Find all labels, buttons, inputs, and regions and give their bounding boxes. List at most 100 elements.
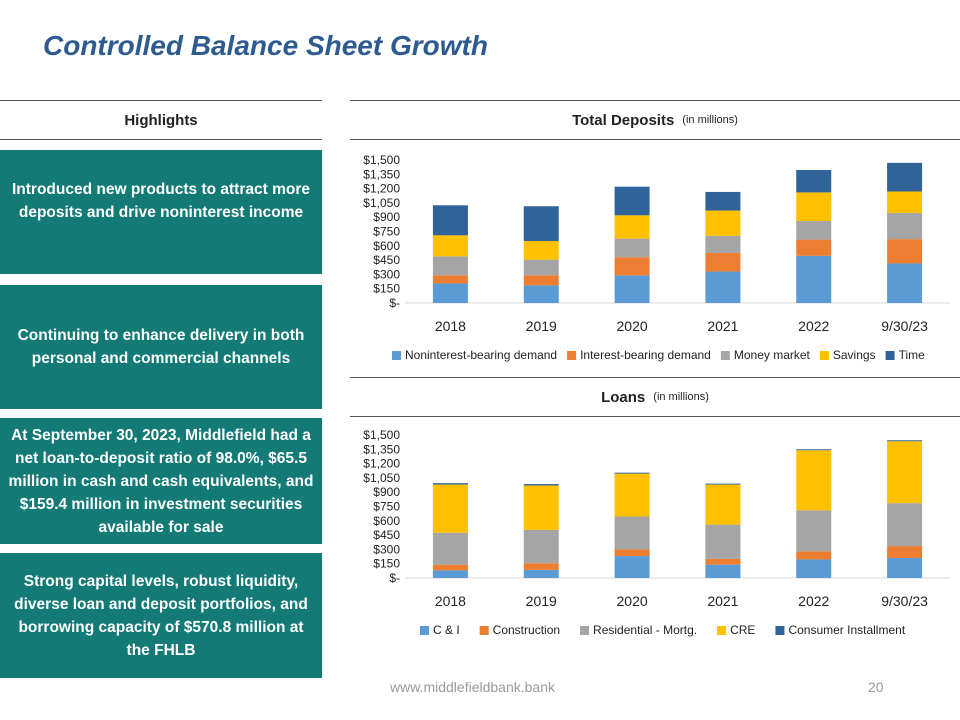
loans-legend-swatch [775, 626, 785, 635]
deposits-legend-label: Savings [833, 348, 876, 362]
loans-bar-c-i [614, 556, 650, 578]
loans-ytick-label: $750 [373, 500, 400, 514]
deposits-chart-subtitle: (in millions) [682, 114, 738, 126]
loans-bar-consumer-installment [523, 484, 559, 486]
loans-bar-residential-mortg- [796, 510, 832, 552]
deposits-legend-label: Interest-bearing demand [580, 348, 711, 362]
deposits-category-label: 2021 [707, 318, 738, 334]
loans-ytick-label: $300 [373, 542, 400, 556]
deposits-bar-money-market [523, 259, 559, 276]
loans-bar-construction [887, 546, 923, 558]
deposits-bar-time [887, 162, 923, 192]
loans-bar-cre [887, 441, 923, 504]
deposits-bar-interest-bearing-demand [523, 275, 559, 286]
deposits-ytick-label: $900 [373, 210, 400, 224]
deposits-legend-swatch [885, 351, 895, 360]
deposits-ytick-label: $- [389, 296, 400, 310]
deposits-bar-noninterest-bearing-demand [614, 275, 650, 303]
deposits-ytick-label: $1,050 [363, 196, 400, 210]
loans-bar-c-i [796, 559, 832, 578]
deposits-ytick-label: $300 [373, 267, 400, 281]
deposits-chart-title: Total Deposits [572, 111, 675, 129]
loans-bar-cre [432, 484, 468, 533]
page-title: Controlled Balance Sheet Growth [43, 30, 488, 61]
loans-bar-cre [796, 450, 832, 511]
loans-ytick-label: $150 [373, 557, 400, 571]
loans-bar-c-i [432, 570, 468, 578]
deposits-bar-noninterest-bearing-demand [796, 255, 832, 303]
loans-bar-c-i [523, 569, 559, 578]
deposits-bar-money-market [432, 256, 468, 276]
deposits-bar-interest-bearing-demand [614, 257, 650, 276]
footer-url[interactable]: www.middlefieldbank.bank [390, 679, 555, 695]
loans-legend-label: CRE [730, 623, 755, 637]
deposits-legend-label: Money market [734, 348, 811, 362]
deposits-ytick-label: $150 [373, 282, 400, 296]
loans-category-label: 2020 [617, 593, 648, 609]
loans-bar-consumer-installment [432, 483, 468, 485]
deposits-legend-swatch [819, 351, 829, 360]
deposits-ytick-label: $600 [373, 239, 400, 253]
loans-bar-construction [705, 558, 741, 565]
deposits-category-label: 2018 [435, 318, 466, 334]
deposits-bar-interest-bearing-demand [796, 239, 832, 256]
loans-ytick-label: $- [389, 571, 400, 585]
loans-chart-title: Loans [601, 388, 646, 406]
deposits-chart: $-$150$300$450$600$750$900$1,050$1,200$1… [363, 153, 950, 362]
highlight-box-3: At September 30, 2023, Middlefield had a… [0, 418, 322, 544]
deposits-ytick-label: $450 [373, 253, 400, 267]
deposits-legend-label: Noninterest-bearing demand [405, 348, 557, 362]
deposits-bar-noninterest-bearing-demand [432, 283, 468, 303]
highlight-box-1: Introduced new products to attract more … [0, 150, 322, 274]
deposits-ytick-label: $1,200 [363, 182, 400, 196]
deposits-bar-savings [614, 215, 650, 239]
loans-bar-cre [523, 485, 559, 530]
deposits-bar-savings [796, 192, 832, 222]
loans-bar-residential-mortg- [614, 516, 650, 550]
deposits-bar-noninterest-bearing-demand [523, 285, 559, 303]
loans-ytick-label: $900 [373, 485, 400, 499]
loans-bar-construction [796, 551, 832, 560]
deposits-bar-time [705, 191, 741, 211]
deposits-bar-money-market [705, 235, 741, 253]
loans-bar-consumer-installment [887, 440, 923, 442]
deposits-category-label: 9/30/23 [881, 318, 928, 334]
loans-bar-construction [614, 549, 650, 557]
loans-legend-label: Construction [493, 623, 560, 637]
deposits-category-label: 2019 [526, 318, 557, 334]
deposits-bar-time [432, 205, 468, 236]
loans-bar-cre [705, 484, 741, 525]
loans-category-label: 2022 [798, 593, 829, 609]
highlight-box-2: Continuing to enhance delivery in both p… [0, 285, 322, 409]
loans-legend-swatch [717, 626, 727, 635]
deposits-bar-noninterest-bearing-demand [705, 271, 741, 303]
deposits-bar-savings [432, 235, 468, 257]
loans-bar-consumer-installment [796, 449, 832, 451]
loans-category-label: 2021 [707, 593, 738, 609]
loans-bar-consumer-installment [614, 472, 650, 474]
loans-chart-header: Loans (in millions) [350, 377, 960, 417]
loans-bar-c-i [705, 564, 741, 578]
deposits-legend-swatch [720, 351, 730, 360]
page-number: 20 [868, 679, 884, 695]
deposits-category-label: 2020 [617, 318, 648, 334]
loans-bar-residential-mortg- [705, 524, 741, 559]
deposits-chart-header: Total Deposits (in millions) [350, 100, 960, 140]
deposits-bar-interest-bearing-demand [887, 239, 923, 264]
deposits-bar-time [796, 170, 832, 193]
loans-legend-swatch [580, 626, 590, 635]
loans-legend-label: Residential - Mortg. [593, 623, 697, 637]
loans-ytick-label: $450 [373, 528, 400, 542]
deposits-bar-savings [887, 191, 923, 213]
loans-bar-construction [432, 564, 468, 571]
loans-bar-residential-mortg- [523, 529, 559, 564]
loans-ytick-label: $1,050 [363, 471, 400, 485]
deposits-category-label: 2022 [798, 318, 829, 334]
loans-legend-label: C & I [433, 623, 460, 637]
loans-legend-swatch [479, 626, 489, 635]
deposits-ytick-label: $1,350 [363, 167, 400, 181]
deposits-bar-noninterest-bearing-demand [887, 263, 923, 303]
deposits-bar-money-market [796, 221, 832, 240]
deposits-bar-money-market [887, 212, 923, 240]
loans-bar-cre [614, 473, 650, 517]
